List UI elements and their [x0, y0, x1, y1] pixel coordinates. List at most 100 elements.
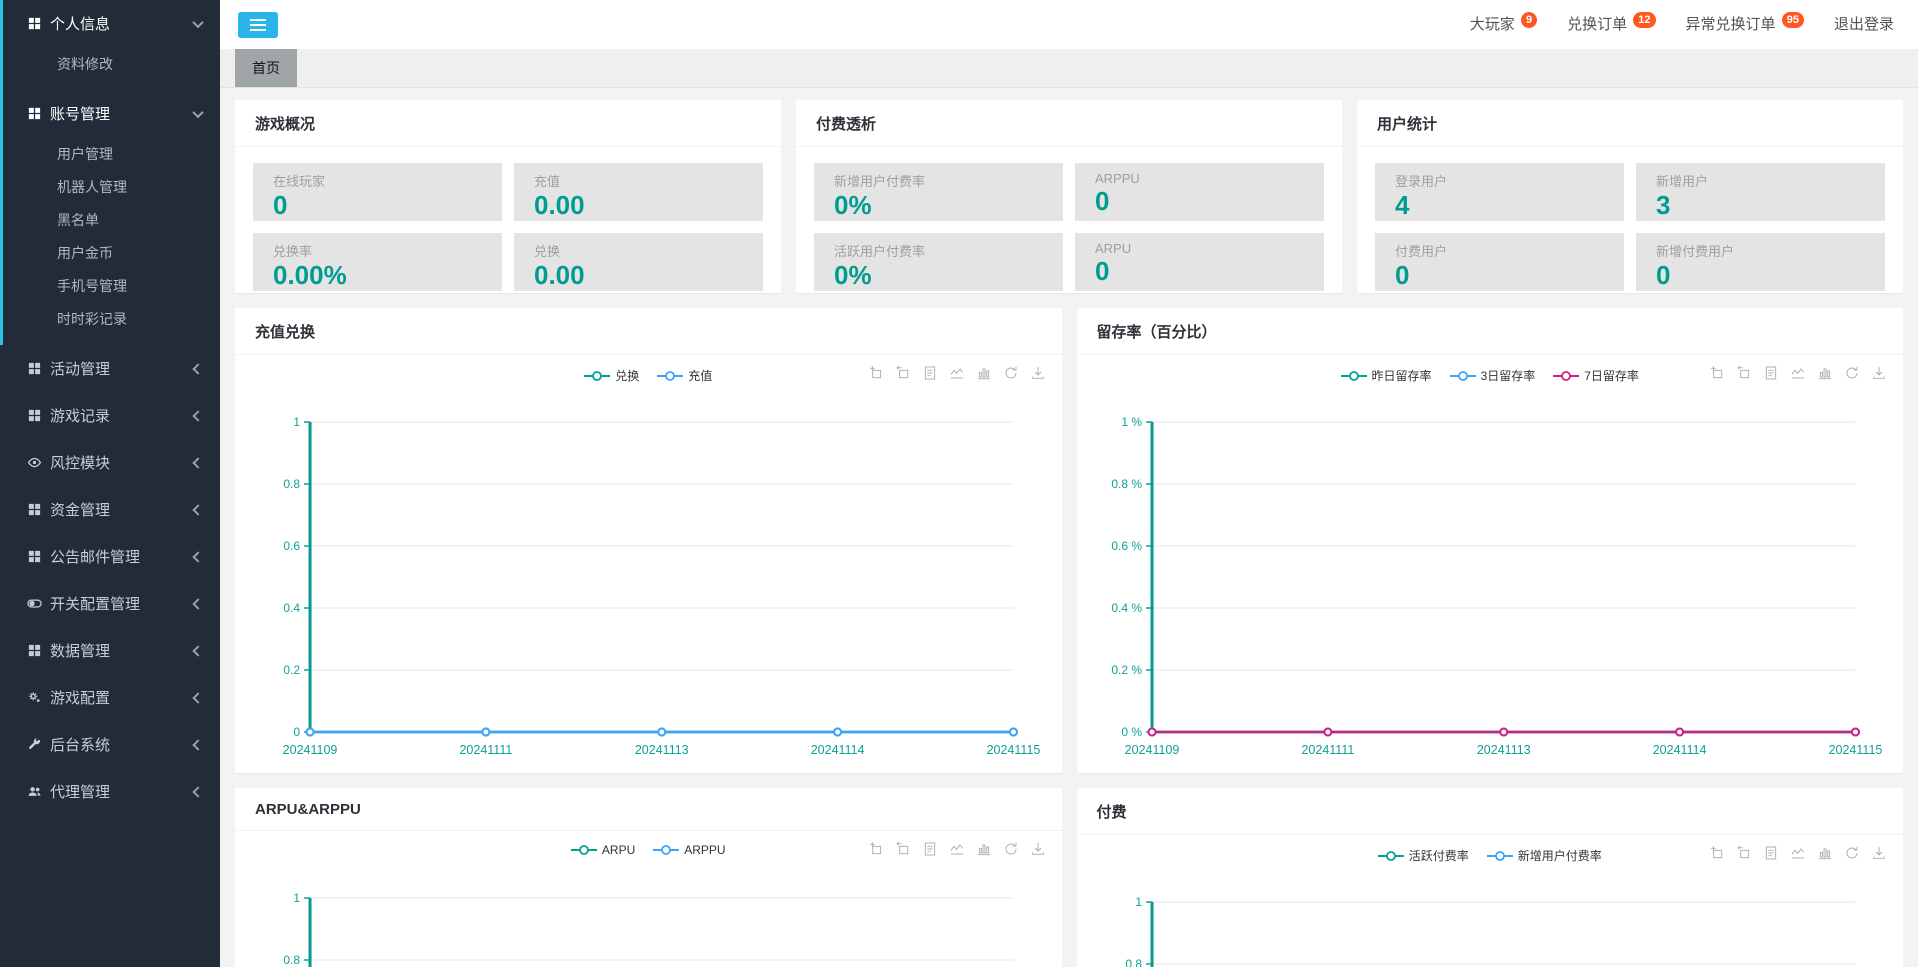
- zoom-icon[interactable]: [1709, 365, 1725, 381]
- sidebar-group: 开关配置管理: [0, 580, 220, 627]
- stat-card-title: 游戏概况: [235, 100, 781, 147]
- data-view-icon[interactable]: [1763, 845, 1779, 861]
- zoom-icon[interactable]: [868, 841, 884, 857]
- sidebar-item-4[interactable]: 风控模块: [0, 439, 220, 486]
- restore-icon[interactable]: [1003, 841, 1019, 857]
- topbar-link-0[interactable]: 大玩家 9: [1470, 0, 1538, 49]
- svg-text:20241115: 20241115: [987, 743, 1041, 757]
- legend-item[interactable]: 充值: [657, 367, 712, 384]
- legend-item[interactable]: 新增用户付费率: [1486, 847, 1602, 864]
- bar-chart-icon[interactable]: [1817, 365, 1833, 381]
- legend-item[interactable]: 兑换: [584, 367, 639, 384]
- sidebar-item-10[interactable]: 后台系统: [0, 721, 220, 768]
- topbar-link-3[interactable]: 退出登录: [1834, 0, 1894, 49]
- stat-box: 新增付费用户 0: [1636, 233, 1885, 291]
- sidebar-item-11[interactable]: 代理管理: [0, 768, 220, 815]
- chevron-left-icon: [192, 409, 204, 422]
- download-icon[interactable]: [1030, 841, 1046, 857]
- restore-icon[interactable]: [1844, 845, 1860, 861]
- restore-icon[interactable]: [1844, 365, 1860, 381]
- legend-label: 活跃付费率: [1408, 849, 1469, 863]
- sidebar-subitem[interactable]: 资料修改: [0, 47, 220, 80]
- sidebar-subitem-label: 用户金币: [57, 244, 113, 261]
- topbar-link-1[interactable]: 兑换订单 12: [1567, 0, 1656, 49]
- sidebar-item-2[interactable]: 活动管理: [0, 345, 220, 392]
- sidebar-subitem[interactable]: 黑名单: [0, 203, 220, 236]
- download-icon[interactable]: [1871, 365, 1887, 381]
- legend-item[interactable]: ARPPU: [653, 843, 726, 857]
- stat-label: 兑换率: [273, 244, 313, 259]
- stat-label: ARPU: [1095, 241, 1132, 256]
- bar-chart-icon[interactable]: [1817, 845, 1833, 861]
- legend-label: 兑换: [615, 369, 640, 383]
- sidebar-item-7[interactable]: 开关配置管理: [0, 580, 220, 627]
- sidebar-item-0[interactable]: 个人信息: [0, 0, 220, 47]
- stat-label: 充值: [534, 174, 561, 189]
- sidebar-toggle-button[interactable]: [238, 11, 278, 38]
- sidebar-item-3[interactable]: 游戏记录: [0, 392, 220, 439]
- sidebar-item-label: 资金管理: [50, 502, 111, 519]
- content: 游戏概况 在线玩家 0 充值 0.00 兑换率 0.00% 兑换 0.00: [220, 88, 1918, 967]
- tabbar: 首页: [220, 49, 1918, 88]
- download-icon[interactable]: [1030, 365, 1046, 381]
- zoom-icon[interactable]: [868, 365, 884, 381]
- line-chart-plot: 0 % 0.2 % 0.4 % 0.6 % 0.8 % 1 % 20241109 202411…: [1111, 415, 1882, 757]
- legend-item[interactable]: 活跃付费率: [1377, 847, 1469, 864]
- stat-box: 在线玩家 0: [253, 163, 502, 221]
- chart-card-3: 付费 活跃付费率 新: [1076, 788, 1903, 967]
- notification-badge: 12: [1633, 12, 1656, 29]
- sidebar-subitem[interactable]: 时时彩记录: [0, 302, 220, 335]
- sidebar-item-5[interactable]: 资金管理: [0, 486, 220, 533]
- legend-item[interactable]: 昨日留存率: [1340, 367, 1432, 384]
- sidebar-subitem[interactable]: 手机号管理: [0, 269, 220, 302]
- sidebar-subitem[interactable]: 机器人管理: [0, 170, 220, 203]
- stat-box: ARPPU 0: [1075, 163, 1324, 221]
- legend-label: 昨日留存率: [1371, 369, 1432, 383]
- bar-chart-icon[interactable]: [976, 365, 992, 381]
- line-chart-icon[interactable]: [949, 365, 965, 381]
- bar-chart-icon[interactable]: [976, 841, 992, 857]
- tab-home[interactable]: 首页: [235, 49, 297, 87]
- chart-area: 兑换 充值 0 0.2 0.4 0.6 0.8 1 20241109 20241111 2024…: [235, 355, 1062, 762]
- zoom-reset-icon[interactable]: [895, 365, 911, 381]
- data-view-icon[interactable]: [1763, 365, 1779, 381]
- legend-item[interactable]: 7日留存率: [1553, 367, 1639, 384]
- zoom-reset-icon[interactable]: [1736, 365, 1752, 381]
- zoom-reset-icon[interactable]: [895, 841, 911, 857]
- sidebar-group: 数据管理: [0, 627, 220, 674]
- legend-item[interactable]: ARPU: [570, 843, 635, 857]
- sidebar-item-8[interactable]: 数据管理: [0, 627, 220, 674]
- sidebar-item-6[interactable]: 公告邮件管理: [0, 533, 220, 580]
- chevron-left-icon: [192, 456, 204, 469]
- chevron-down-icon: [192, 106, 204, 118]
- zoom-icon[interactable]: [1709, 845, 1725, 861]
- data-view-icon[interactable]: [922, 365, 938, 381]
- download-icon[interactable]: [1871, 845, 1887, 861]
- line-chart-icon[interactable]: [1790, 365, 1806, 381]
- data-view-icon[interactable]: [922, 841, 938, 857]
- stat-box: 充值 0.00: [514, 163, 763, 221]
- chart-row-2: ARPU&ARPPU ARPU: [235, 788, 1903, 967]
- legend-item[interactable]: 3日留存率: [1449, 367, 1535, 384]
- line-chart-icon[interactable]: [949, 841, 965, 857]
- chart-card-2: ARPU&ARPPU ARPU: [235, 788, 1062, 967]
- chart-title: 充值兑换: [235, 308, 1062, 355]
- sidebar-scrollbar[interactable]: [0, 0, 3, 345]
- sidebar-subitem[interactable]: 用户管理: [0, 137, 220, 170]
- legend-marker-icon: [653, 845, 680, 855]
- restore-icon[interactable]: [1003, 365, 1019, 381]
- sidebar-item-1[interactable]: 账号管理: [0, 90, 220, 137]
- svg-text:1: 1: [1135, 895, 1142, 909]
- zoom-reset-icon[interactable]: [1736, 845, 1752, 861]
- stat-box: 新增用户付费率 0%: [814, 163, 1063, 221]
- gears-icon: [27, 690, 42, 705]
- chart-legend: 兑换 充值: [235, 367, 1062, 384]
- svg-text:20241111: 20241111: [459, 743, 512, 757]
- topbar-link-2[interactable]: 异常兑换订单 95: [1686, 0, 1804, 49]
- sidebar-item-9[interactable]: 游戏配置: [0, 674, 220, 721]
- toggle-icon: [27, 596, 42, 611]
- chart-row-1: 充值兑换 兑换 充值: [235, 308, 1903, 773]
- line-chart-icon[interactable]: [1790, 845, 1806, 861]
- sidebar-subitem[interactable]: 用户金币: [0, 236, 220, 269]
